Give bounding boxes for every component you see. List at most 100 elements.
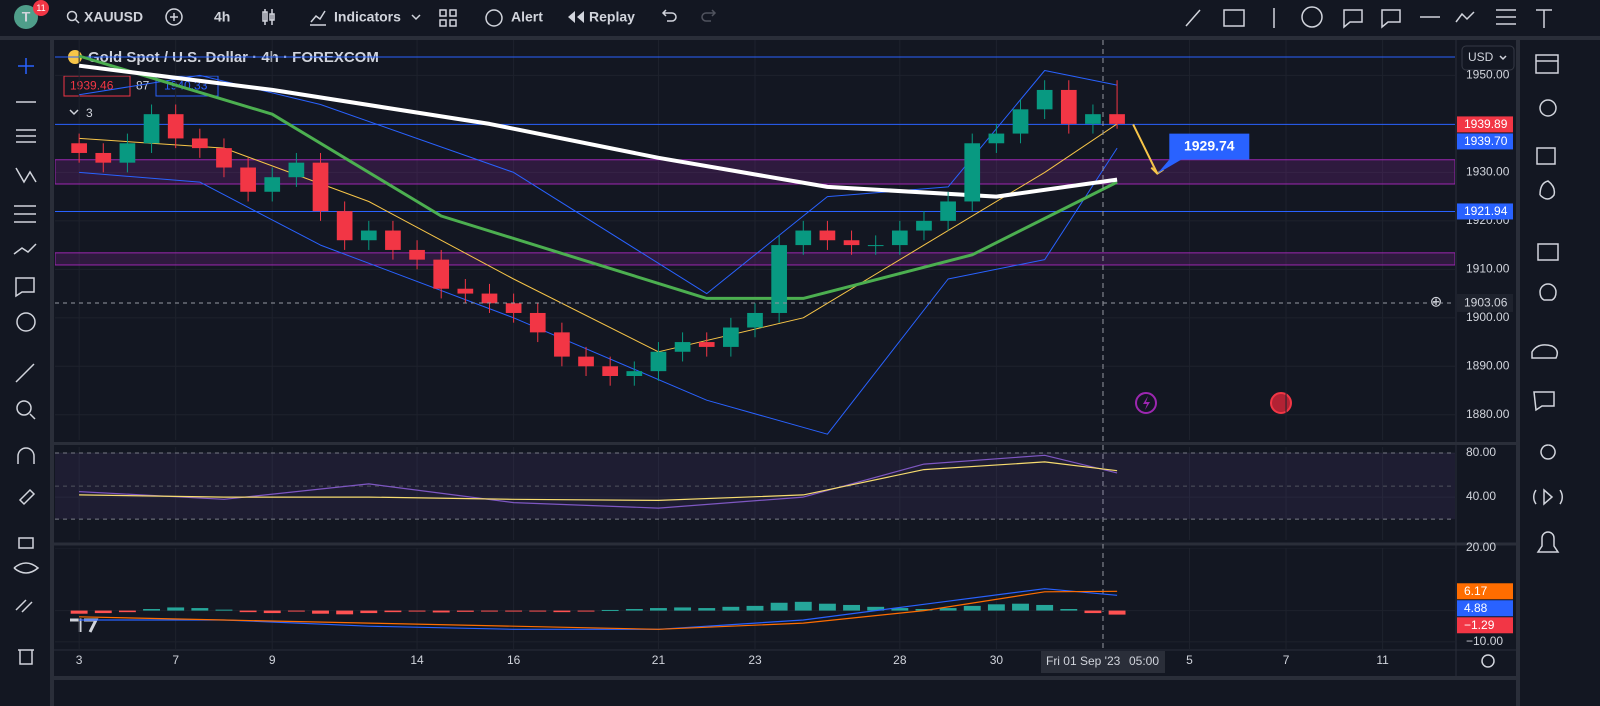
candle-body <box>360 230 377 241</box>
dropdown[interactable] <box>411 14 421 21</box>
ask-box[interactable] <box>155 75 219 97</box>
settings[interactable] <box>1481 654 1495 668</box>
histogram-bar <box>843 604 860 611</box>
x-tick-label: 7 <box>172 653 179 667</box>
price-label: 1921.94 <box>1464 204 1508 218</box>
candle-body <box>602 366 619 376</box>
right-sidebar <box>1520 40 1600 706</box>
y-tick-label: 1950.00 <box>1466 68 1510 82</box>
candle-body <box>529 312 546 333</box>
price-label: 6.17 <box>1464 584 1488 598</box>
add-symbol[interactable] <box>165 8 183 26</box>
economic-event[interactable] <box>1270 392 1292 414</box>
histogram-bar <box>529 610 547 612</box>
candle-body <box>288 162 305 178</box>
histogram-bar <box>312 610 329 614</box>
candle-body <box>95 152 112 163</box>
drawing-toolbar <box>1152 0 1520 36</box>
histogram-bar <box>70 610 88 614</box>
histogram-bar <box>553 610 571 613</box>
y-tick-label: 40.00 <box>1466 489 1496 503</box>
candle-body <box>312 162 329 212</box>
left-tools[interactable] <box>13 101 40 665</box>
candle-body <box>554 332 570 357</box>
y-tick-label: −10.00 <box>1466 634 1503 648</box>
candle-body <box>1085 114 1101 124</box>
y-tick-label: 1900.00 <box>1466 310 1510 324</box>
avatar-letter: T <box>22 9 31 25</box>
candle-body <box>843 240 860 246</box>
badge-count: 11 <box>36 3 45 13</box>
price-label-box <box>1457 600 1513 617</box>
histogram-bar <box>239 610 257 613</box>
symbol[interactable]: XAUUSD <box>84 9 143 25</box>
histogram-bar <box>384 610 402 613</box>
histogram-bar <box>963 605 981 611</box>
drawing-tools[interactable] <box>1185 6 1552 29</box>
layouts[interactable] <box>439 9 457 27</box>
spread: 87 <box>136 79 150 93</box>
x-tick-label: 14 <box>410 653 424 667</box>
sidebar-icons[interactable] <box>1531 54 1563 553</box>
histogram-bar <box>867 606 885 611</box>
candle-body <box>385 230 401 250</box>
alert-button[interactable]: Alert <box>511 9 543 25</box>
price-label: 4.88 <box>1464 601 1488 615</box>
histogram-bar <box>746 605 764 611</box>
histogram-bar <box>456 610 474 612</box>
histogram-bar <box>94 610 112 614</box>
histogram-bar <box>1012 603 1029 611</box>
price-label-box <box>1457 116 1513 133</box>
x-tick-label: 16 <box>507 653 521 667</box>
replay-button[interactable]: Replay <box>589 9 635 25</box>
histogram-bar <box>143 609 160 611</box>
x-tick-label: 30 <box>990 653 1004 667</box>
crosshair-price-box <box>1457 293 1513 312</box>
y-tick-label: 20.00 <box>1466 540 1496 554</box>
zone <box>55 252 1455 266</box>
pane <box>55 452 1455 520</box>
price-label-box <box>1457 203 1513 220</box>
event-icon <box>1143 396 1150 410</box>
x-tick-label: 21 <box>652 653 666 667</box>
candle-body <box>457 288 474 294</box>
y-tick-label: 1880.00 <box>1466 407 1510 421</box>
cursor-tool[interactable] <box>18 58 34 74</box>
bid-box[interactable] <box>63 75 131 97</box>
add-symbol-icon <box>170 13 178 21</box>
forecast-arrow <box>1132 123 1159 175</box>
crosshair-plus[interactable]: ⊕ <box>1430 293 1443 310</box>
crosshair-date: Fri 01 Sep '23 <box>1046 654 1121 668</box>
histogram-bar <box>167 607 185 611</box>
y-tick-label: 1890.00 <box>1466 358 1510 372</box>
histogram-bar <box>191 608 209 611</box>
interval[interactable]: 4h <box>214 9 230 25</box>
histogram-bar <box>698 608 716 611</box>
indicators-button[interactable]: Indicators <box>334 9 401 25</box>
candle-body <box>891 230 908 246</box>
histogram-bar <box>650 608 667 611</box>
crosshair-price: 1903.06 <box>1464 296 1508 310</box>
search-icon <box>74 18 80 24</box>
histogram-bar <box>1084 610 1102 614</box>
candle-body <box>1036 89 1053 110</box>
avatar[interactable] <box>14 5 38 29</box>
chart-type[interactable] <box>262 9 275 25</box>
y-tick-label: 1930.00 <box>1466 165 1510 179</box>
undo[interactable] <box>661 9 677 22</box>
histogram-bar <box>722 606 740 611</box>
histogram-bar <box>215 609 233 611</box>
candle-body <box>505 303 522 313</box>
candle-body <box>336 211 353 241</box>
candle-body <box>1012 109 1029 134</box>
indicators-toggle[interactable] <box>69 109 79 116</box>
histogram-bar <box>939 608 957 611</box>
price-label-box <box>1457 133 1513 150</box>
indicator-line <box>79 454 1118 509</box>
indicator-line <box>78 54 1118 300</box>
currency-box[interactable] <box>1461 45 1515 71</box>
event-icon[interactable] <box>1135 392 1157 414</box>
price-label: 1939.89 <box>1464 117 1508 131</box>
histogram-bar <box>118 610 136 613</box>
